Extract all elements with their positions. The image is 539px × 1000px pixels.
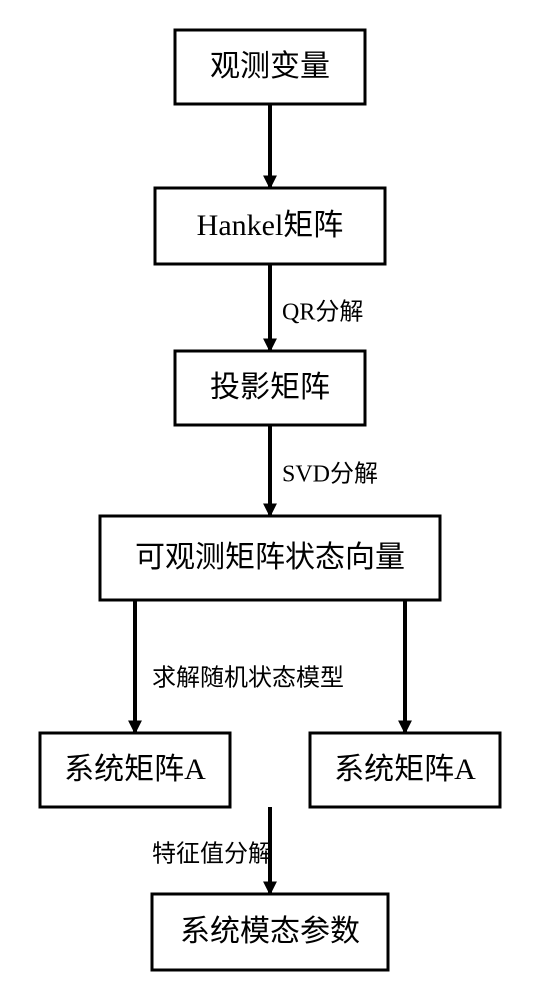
node-label-n2: Hankel矩阵	[197, 209, 344, 242]
edge-label-5: 特征值分解	[152, 841, 272, 868]
node-n6: 系统矩阵A	[310, 733, 500, 807]
edge-label-1: QR分解	[282, 299, 363, 326]
edge-label-3: 求解随机状态模型	[152, 665, 344, 692]
edge-label-2: SVD分解	[282, 461, 378, 488]
node-n4: 可观测矩阵状态向量	[100, 516, 440, 600]
node-label-n5: 系统矩阵A	[64, 753, 206, 786]
flowchart-canvas: QR分解 SVD分解求解随机状态模型特征值分解 观测变量 Hankel矩阵投影矩阵可观…	[0, 0, 539, 1000]
node-label-n1: 观测变量	[210, 50, 330, 83]
node-label-n6: 系统矩阵A	[334, 753, 476, 786]
node-label-n7: 系统模态参数	[180, 915, 360, 948]
node-n1: 观测变量	[175, 30, 365, 104]
node-n3: 投影矩阵	[175, 351, 365, 425]
node-label-n4: 可观测矩阵状态向量	[135, 541, 405, 574]
node-n2: Hankel矩阵	[155, 188, 385, 264]
node-n5: 系统矩阵A	[40, 733, 230, 807]
node-label-n3: 投影矩阵	[210, 371, 330, 404]
node-n7: 系统模态参数	[152, 894, 388, 970]
